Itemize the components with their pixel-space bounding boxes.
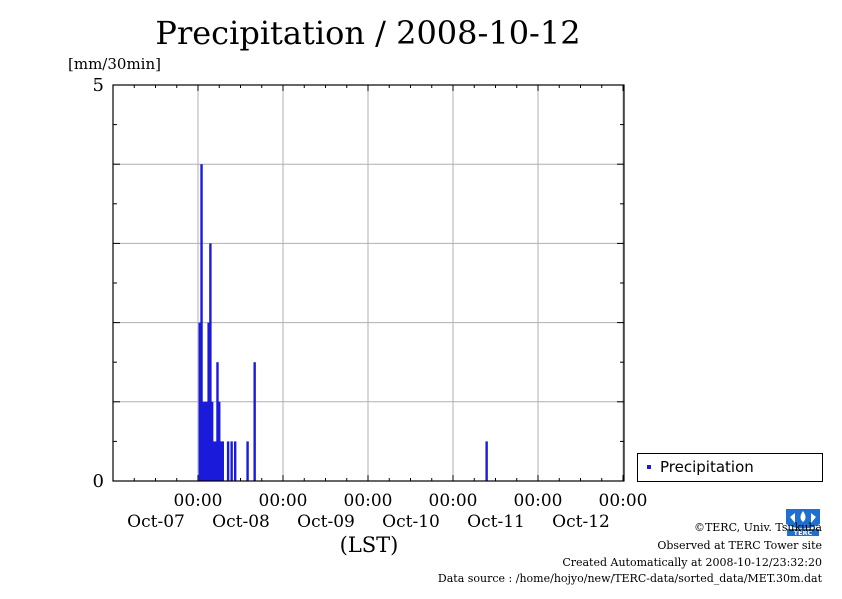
chart-title: Precipitation / 2008-10-12 [155, 14, 581, 52]
precipitation-bar [246, 441, 249, 481]
precipitation-bar [205, 401, 209, 481]
x-tick-label-time: 00:00 [259, 491, 308, 511]
precipitation-bar [210, 401, 214, 481]
precipitation-bar [212, 441, 216, 481]
precipitation-bar [221, 441, 224, 481]
precipitation-bar [226, 441, 230, 481]
precipitation-bar [216, 362, 219, 481]
precipitation-bar [214, 441, 217, 481]
precipitation-bar [209, 243, 212, 481]
svg-text:TERC: TERC [794, 529, 813, 537]
credit-copyright: ©TERC, Univ. Tsukuba [693, 521, 822, 534]
x-axis-label: (LST) [340, 533, 399, 557]
credit-created: Created Automatically at 2008-10-12/23:3… [562, 556, 822, 569]
credit-datasource: Data source : /home/hojyo/new/TERC-data/… [437, 572, 822, 585]
x-tick-label-date: Oct-08 [212, 512, 270, 532]
y-tick-label: 5 [93, 75, 104, 96]
precipitation-bar [203, 401, 207, 481]
x-tick-label-time: 00:00 [429, 491, 478, 511]
plot-frame [112, 84, 625, 482]
y-tick-label: 0 [93, 471, 104, 492]
x-tick-label-time: 00:00 [514, 491, 563, 511]
legend: Precipitation [637, 453, 823, 482]
x-tick-label-date: Oct-09 [297, 512, 355, 532]
x-tick-label-date: Oct-10 [382, 512, 440, 532]
precipitation-bar [198, 322, 201, 481]
precipitation-bar [253, 362, 256, 481]
precipitation-bar [207, 322, 210, 481]
y-axis-label: [mm/30min] [68, 55, 161, 73]
legend-swatch [647, 465, 651, 469]
legend-label: Precipitation [660, 458, 754, 476]
x-tick-label-time: 00:00 [344, 491, 393, 511]
precipitation-bar [218, 401, 221, 481]
precipitation-bar [233, 441, 237, 481]
precipitation-bar [219, 441, 223, 481]
credit-observed: Observed at TERC Tower site [657, 539, 822, 552]
precipitation-bar [485, 441, 488, 481]
x-tick-label-time: 00:00 [174, 491, 223, 511]
x-tick-label-date: Oct-11 [467, 512, 525, 532]
x-tick-label-date: Oct-12 [552, 512, 610, 532]
x-tick-label-date: Oct-07 [127, 512, 185, 532]
x-tick-label-time: 00:00 [599, 491, 648, 511]
terc-logo-icon: TERC [784, 503, 822, 537]
precipitation-bar [200, 164, 203, 481]
precipitation-bar [230, 441, 233, 481]
precipitation-bar [202, 401, 205, 481]
